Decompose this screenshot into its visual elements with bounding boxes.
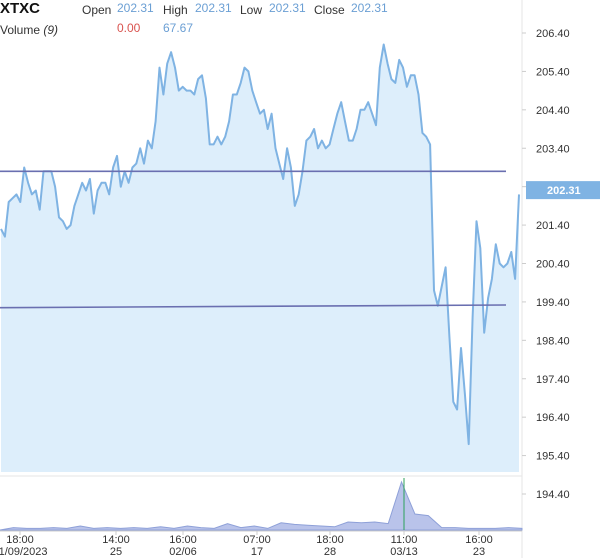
y-tick-label: 198.40 bbox=[536, 335, 570, 347]
close-label: Close bbox=[314, 3, 345, 17]
open-value: 202.31 bbox=[117, 1, 154, 15]
x-tick-date: 02/06 bbox=[169, 546, 197, 558]
x-tick-time: 07:00 bbox=[243, 534, 271, 546]
y-tick-label: 206.40 bbox=[536, 28, 570, 40]
volume-area bbox=[0, 480, 523, 531]
y-tick-label: 197.40 bbox=[536, 374, 570, 386]
x-tick-date: 25 bbox=[110, 546, 122, 558]
ticker-symbol: XTXC bbox=[0, 0, 41, 17]
x-tick-time: 18:00 bbox=[6, 534, 34, 546]
x-tick-time: 11:00 bbox=[391, 534, 418, 546]
price-area bbox=[1, 44, 519, 472]
volume-change: 0.00 bbox=[117, 21, 141, 35]
volume-label: Volume (9) bbox=[0, 23, 58, 37]
volume-label-text: Volume bbox=[0, 23, 41, 37]
y-tick-label: 196.40 bbox=[536, 412, 570, 424]
low-label: Low bbox=[240, 3, 263, 17]
y-tick-label: 203.40 bbox=[536, 143, 570, 155]
volume-value: 67.67 bbox=[163, 21, 194, 35]
x-tick-date: 28 bbox=[324, 546, 336, 558]
y-tick-label: 201.40 bbox=[536, 220, 570, 232]
y-tick-label: 194.40 bbox=[536, 489, 570, 501]
x-tick-date: 01/09/2023 bbox=[0, 546, 48, 558]
y-tick-label: 204.40 bbox=[536, 105, 570, 117]
x-tick-date: 17 bbox=[251, 546, 263, 558]
low-value: 202.31 bbox=[269, 1, 306, 15]
volume-period: (9) bbox=[43, 23, 59, 37]
open-label: Open bbox=[82, 3, 112, 17]
y-tick-label: 195.40 bbox=[536, 451, 570, 463]
x-tick-time: 14:00 bbox=[102, 534, 130, 546]
last-price-label: 202.31 bbox=[547, 185, 581, 197]
last-price-badge bbox=[526, 181, 600, 200]
x-tick-time: 18:00 bbox=[316, 534, 344, 546]
y-tick-label: 199.40 bbox=[536, 297, 570, 309]
price-line bbox=[0, 43, 520, 446]
y-tick-label: 205.40 bbox=[536, 66, 570, 78]
horizontal-line-2 bbox=[0, 304, 507, 309]
x-tick-time: 16:00 bbox=[169, 534, 197, 546]
high-value: 202.31 bbox=[195, 1, 232, 15]
x-tick-time: 16:00 bbox=[465, 534, 493, 546]
high-label: High bbox=[163, 3, 188, 17]
x-tick-date: 23 bbox=[473, 546, 485, 558]
y-tick-label: 200.40 bbox=[536, 259, 570, 271]
close-value: 202.31 bbox=[351, 1, 388, 15]
x-tick-date: 03/13 bbox=[390, 546, 418, 558]
